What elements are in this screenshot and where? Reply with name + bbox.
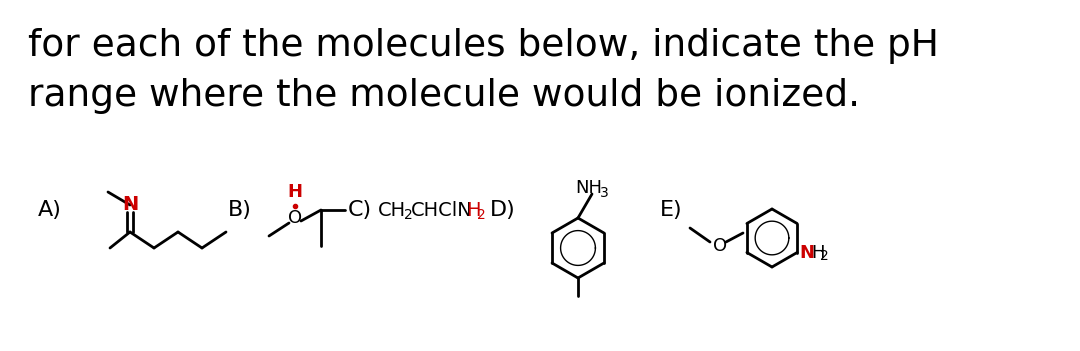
- Text: C): C): [348, 200, 373, 220]
- Text: A): A): [38, 200, 62, 220]
- Text: 3: 3: [600, 186, 609, 200]
- Text: O: O: [713, 237, 727, 255]
- Text: H: H: [287, 183, 302, 201]
- Text: N: N: [122, 196, 138, 214]
- Text: H: H: [811, 244, 825, 261]
- Text: E): E): [660, 200, 683, 220]
- Text: NH: NH: [575, 179, 602, 197]
- Text: CHClN: CHClN: [411, 200, 473, 219]
- Text: 2: 2: [404, 208, 413, 222]
- Text: 2: 2: [820, 250, 828, 264]
- Text: O: O: [288, 209, 302, 227]
- Text: for each of the molecules below, indicate the pH: for each of the molecules below, indicat…: [28, 28, 939, 64]
- Text: CH: CH: [378, 200, 406, 219]
- Text: B): B): [228, 200, 252, 220]
- Text: D): D): [490, 200, 516, 220]
- Text: N: N: [799, 244, 814, 261]
- Text: 2: 2: [477, 208, 486, 222]
- Text: range where the molecule would be ionized.: range where the molecule would be ionize…: [28, 78, 860, 114]
- Text: H: H: [465, 200, 481, 219]
